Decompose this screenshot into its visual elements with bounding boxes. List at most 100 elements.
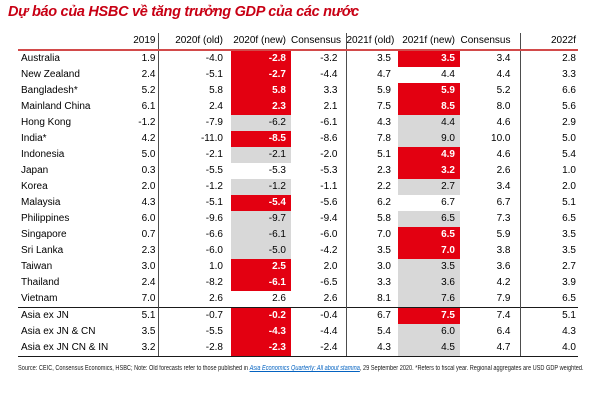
column-header-2020f-old: 2020f (old) (158, 33, 231, 51)
value-cell: 10.0 (460, 131, 521, 147)
value-cell: 3.0 (377, 261, 391, 272)
value-cell: 2.3 (377, 165, 391, 176)
value-cell: 2.6 (460, 163, 521, 179)
value-cell: 3.5 (398, 259, 460, 275)
value-cell: 5.8 (231, 83, 291, 99)
value-cell: -2.8 (158, 340, 231, 357)
source-note-suffix: , 29 September 2020. *Refers to fiscal y… (359, 365, 584, 372)
value-cell: 7.5 (377, 101, 391, 112)
value-cell: 3.3 (562, 69, 576, 80)
value-cell: -6.6 (205, 229, 223, 240)
value-cell: 2.0 (291, 259, 347, 275)
value-cell: -2.1 (231, 147, 291, 163)
source-note-text: Source: CEIC, Consensus Economics, HSBC;… (18, 365, 250, 372)
value-cell: -2.0 (291, 147, 347, 163)
value-cell: -2.7 (231, 67, 291, 83)
value-cell: 2.8 (562, 53, 576, 64)
value-cell: 7.4 (460, 307, 521, 324)
report-figure: Dự báo của HSBC về tăng trưởng GDP của c… (0, 4, 600, 372)
value-cell: 3.0 (126, 259, 159, 275)
value-cell: 4.4 (441, 69, 455, 80)
value-cell: 6.6 (562, 85, 576, 96)
value-cell: 2.2 (377, 181, 391, 192)
value-cell: 3.2 (398, 163, 460, 179)
column-header-2022f: 2022f (520, 33, 578, 51)
table-row: Asia ex JN CN & IN 3.2 -2.8 -2.3 -2.4 4.3 4.5 4… (18, 340, 578, 357)
table-row: Malaysia 4.3 -5.1 -5.4 -5.6 6.2 6.7 6.7 5.1 (18, 195, 578, 211)
value-cell: 4.6 (460, 147, 521, 163)
value-cell: 5.2 (126, 83, 159, 99)
value-cell: -9.7 (231, 211, 291, 227)
table-row: Taiwan 3.0 1.0 2.5 2.0 3.0 3.5 3.6 2.7 (18, 259, 578, 275)
table-row: Philippines 6.0 -9.6 -9.7 -9.4 5.8 6.5 7.3 6.5 (18, 211, 578, 227)
country-label: Philippines (21, 213, 70, 224)
value-cell: 4.5 (398, 340, 460, 357)
value-cell: 5.8 (209, 85, 223, 96)
value-cell: 4.0 (520, 340, 578, 357)
value-cell: 4.4 (460, 67, 521, 83)
country-label: Thailand (21, 277, 60, 288)
table-row: Singapore 0.7 -6.6 -6.1 -6.0 7.0 6.5 5.9 3.5 (18, 227, 578, 243)
value-cell: 4.4 (398, 115, 460, 131)
value-cell: 0.7 (126, 227, 159, 243)
value-cell: -1.1 (291, 179, 347, 195)
value-cell: 4.7 (460, 340, 521, 357)
value-cell: 3.5 (562, 245, 576, 256)
value-cell: 1.9 (126, 50, 159, 67)
value-cell: 5.1 (126, 307, 159, 324)
value-cell: -6.0 (291, 227, 347, 243)
value-cell: 4.3 (562, 326, 576, 337)
source-report-link[interactable]: Asia Economics Quarterly: All about stam… (249, 365, 360, 372)
value-cell: -6.0 (205, 245, 223, 256)
value-cell: 4.7 (377, 69, 391, 80)
value-cell: 3.6 (460, 259, 521, 275)
value-cell: 7.6 (398, 291, 460, 308)
value-cell: 3.3 (291, 83, 347, 99)
value-cell: 4.2 (126, 131, 159, 147)
value-cell: 5.0 (126, 147, 159, 163)
value-cell: -4.4 (291, 67, 347, 83)
value-cell: 4.3 (346, 340, 398, 357)
value-cell: 5.1 (377, 149, 391, 160)
value-cell: 2.6 (272, 293, 286, 304)
country-label: Australia (21, 53, 60, 64)
value-cell: -6.1 (231, 227, 291, 243)
value-cell: -4.2 (291, 243, 347, 259)
value-cell: 4.2 (460, 275, 521, 291)
value-cell: 4.9 (398, 147, 460, 163)
value-cell: 6.0 (126, 211, 159, 227)
value-cell: -8.6 (291, 131, 347, 147)
value-cell: -2.8 (231, 50, 291, 67)
value-cell: -1.2 (231, 179, 291, 195)
value-cell: 5.2 (460, 83, 521, 99)
value-cell: 5.4 (562, 149, 576, 160)
value-cell: -4.4 (291, 324, 347, 340)
column-header-2019: 2019 (126, 33, 159, 51)
value-cell: -5.3 (291, 163, 347, 179)
value-cell: -2.4 (291, 340, 347, 357)
value-cell: 2.5 (231, 259, 291, 275)
value-cell: -2.3 (231, 340, 291, 357)
table-row: India* 4.2 -11.0 -8.5 -8.6 7.8 9.0 10.0 5.0 (18, 131, 578, 147)
value-cell: 4.3 (377, 117, 391, 128)
country-label: Korea (21, 181, 48, 192)
value-cell: -5.5 (205, 326, 223, 337)
page-title: Dự báo của HSBC về tăng trưởng GDP của c… (8, 4, 359, 20)
value-cell: 3.3 (377, 277, 391, 288)
table-row: Sri Lanka 2.3 -6.0 -5.0 -4.2 3.5 7.0 3.8 3.5 (18, 243, 578, 259)
value-cell: -2.1 (205, 149, 223, 160)
value-cell: 2.0 (126, 179, 159, 195)
value-cell: 6.4 (460, 324, 521, 340)
value-cell: 5.4 (377, 326, 391, 337)
value-cell: 2.7 (562, 261, 576, 272)
value-cell: 1.0 (562, 165, 576, 176)
value-cell: 2.4 (126, 67, 159, 83)
value-cell: -9.4 (291, 211, 347, 227)
value-cell: -6.5 (291, 275, 347, 291)
value-cell: -5.0 (231, 243, 291, 259)
value-cell: -6.2 (231, 115, 291, 131)
value-cell: 3.6 (398, 275, 460, 291)
value-cell: -8.2 (205, 277, 223, 288)
value-cell: 7.0 (398, 243, 460, 259)
value-cell: 8.5 (398, 99, 460, 115)
